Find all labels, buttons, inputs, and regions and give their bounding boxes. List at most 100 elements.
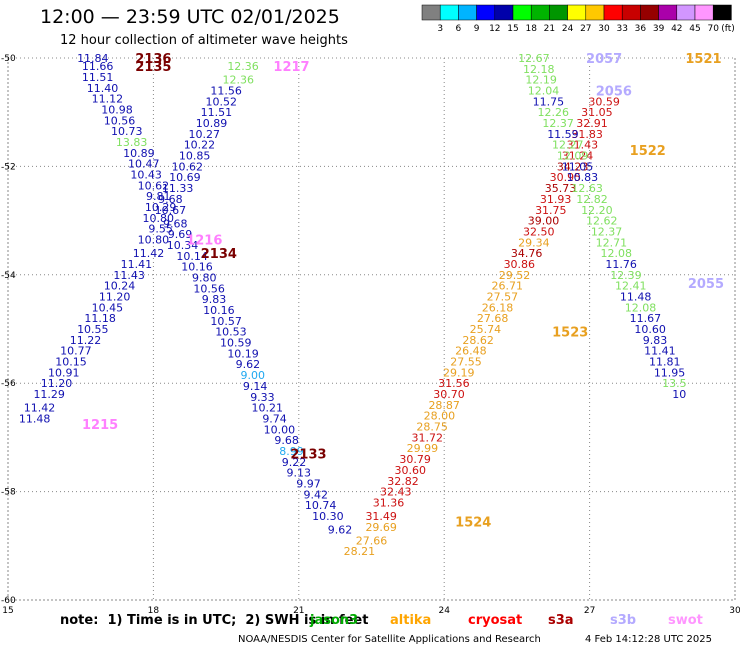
pass-number-label: 1524 (455, 515, 491, 530)
wave-height-label: 31.72 (411, 431, 443, 444)
satellite-legend-item: jason3 (310, 613, 359, 628)
colorbar-level-label: 39 (653, 24, 665, 34)
wave-height-label: 10 (672, 388, 686, 401)
pass-number-label: 2055 (688, 277, 724, 292)
wave-height-label: 29.52 (499, 269, 531, 282)
colorbar-swatch (458, 4, 477, 21)
wave-height-label: 31.56 (438, 377, 470, 390)
x-tick-label: 15 (2, 606, 13, 616)
wave-height-label: 10.80 (138, 234, 170, 247)
wave-height-label: 12.27 (552, 139, 584, 152)
wave-height-label: 11.48 (19, 412, 51, 425)
wave-height-label: 11.95 (654, 366, 686, 379)
wave-height-label: 11.20 (99, 290, 131, 303)
pass-number-label: 1522 (630, 144, 666, 159)
pass-number-label: 2135 (135, 60, 171, 75)
wave-height-label: 11.84 (77, 52, 109, 65)
colorbar-swatch (603, 4, 623, 21)
colorbar-level-label: 45 (689, 24, 700, 34)
wave-height-label: 30.70 (433, 388, 465, 401)
colorbar-swatch (549, 4, 568, 21)
wave-height-label: 30.60 (395, 464, 427, 477)
wave-height-label: 10.57 (210, 315, 242, 328)
wave-height-label: 9.55 (148, 223, 173, 236)
colorbar-level-label: 18 (525, 24, 537, 34)
wave-height-label: 31.75 (535, 204, 567, 217)
wave-height-label: 28.87 (428, 399, 460, 412)
y-tick-label: -50 (1, 54, 16, 64)
pass-number-label: 2136 (135, 52, 171, 67)
wave-height-label: 29.19 (443, 366, 475, 379)
wave-height-label: 11.66 (82, 60, 114, 73)
wave-height-label: 29.69 (365, 521, 397, 534)
wave-height-label: 9.97 (296, 477, 321, 490)
wave-height-label: 9.68 (158, 193, 183, 206)
wave-height-label: 11.76 (605, 258, 637, 271)
wave-height-label: 10.52 (206, 95, 238, 108)
wave-height-label: 9.33 (250, 391, 275, 404)
wave-height-label: 29.34 (518, 236, 550, 249)
wave-height-label: 10.19 (227, 347, 259, 360)
wave-height-label: 9.83 (643, 334, 668, 347)
wave-height-label: 9.69 (168, 228, 193, 241)
wave-height-label: 9.74 (262, 412, 287, 425)
wave-height-label: 32.82 (387, 475, 419, 488)
colorbar-level-label: 3 (437, 24, 443, 34)
colorbar-level-label: 6 (456, 24, 462, 34)
colorbar-level-label: 9 (474, 24, 480, 34)
wave-height-label: 34.76 (511, 247, 543, 260)
wave-height-label: 8.99 (279, 445, 304, 458)
colorbar-level-label: 24 (562, 24, 574, 34)
wave-height-label: 9.42 (304, 488, 329, 501)
wave-height-label: 11.18 (84, 312, 116, 325)
colorbar-level-label: 33 (616, 24, 627, 34)
pass-number-label: 1216 (186, 234, 222, 249)
wave-height-label: 10.56 (104, 114, 136, 127)
wave-height-label: 12.41 (615, 280, 647, 293)
wave-height-label: 31.05 (581, 106, 613, 119)
wave-height-label: 11.51 (82, 71, 114, 84)
wave-height-label: 11.33 (162, 182, 194, 195)
wave-height-label: 10.89 (123, 147, 155, 160)
wave-height-label: 11.42 (133, 247, 165, 260)
y-tick-label: -58 (1, 488, 16, 498)
wave-height-label: 26.48 (455, 345, 487, 358)
wave-height-label: 10.21 (252, 402, 284, 415)
wave-height-label: 10.53 (215, 326, 247, 339)
wave-height-label: 10.83 (567, 171, 599, 184)
chart-axes: 15 18 21 24 27 30 -50 -52 -54 -56 -58 -60 (1, 54, 740, 616)
wave-height-label: 10.98 (101, 103, 133, 116)
page-title: 12:00 — 23:59 UTC 02/01/2025 (40, 6, 340, 28)
wave-height-label: 10.60 (634, 323, 666, 336)
wave-height-label: 9.14 (243, 380, 268, 393)
wave-height-label: 12.08 (601, 247, 633, 260)
wave-height-label: 10.47 (128, 158, 160, 171)
satellite-legend-item: s3a (548, 613, 574, 628)
wave-height-label: 11.20 (41, 377, 73, 390)
wave-height-label: 10.55 (77, 323, 109, 336)
x-tick-label: 27 (584, 606, 595, 616)
wave-height-label: 9.62 (328, 524, 353, 537)
wave-height-label: 30.95 (550, 171, 582, 184)
pass-number-label: 1217 (273, 60, 309, 75)
colorbar-swatch (621, 4, 641, 21)
wave-height-label: 12.36 (222, 74, 254, 87)
wave-height-label: 11.81 (649, 356, 681, 369)
wave-height-label: 32.43 (380, 486, 412, 499)
wave-height-label: 11.48 (620, 290, 652, 303)
wave-height-label: 11.22 (70, 334, 102, 347)
wave-height-label: 31.49 (365, 510, 397, 523)
wave-height-label: 12.39 (610, 269, 642, 282)
wave-height-label: 11.43 (113, 269, 145, 282)
wave-height-label: 12.08 (625, 301, 657, 314)
wave-height-label: 10.69 (169, 171, 201, 184)
colorbar: 3 6 9 12 15 18 21 24 27 30 33 36 39 42 45 70 (ft) (421, 4, 735, 34)
wave-height-label: 10.16 (181, 261, 213, 274)
wave-height-label: 39.00 (528, 215, 560, 228)
x-tick-label: 21 (293, 606, 304, 616)
wave-height-label: 28.00 (424, 410, 456, 423)
wave-height-label: 10.16 (203, 304, 235, 317)
wave-height-label: 11.29 (33, 388, 65, 401)
wave-height-label: 10.30 (312, 510, 344, 523)
